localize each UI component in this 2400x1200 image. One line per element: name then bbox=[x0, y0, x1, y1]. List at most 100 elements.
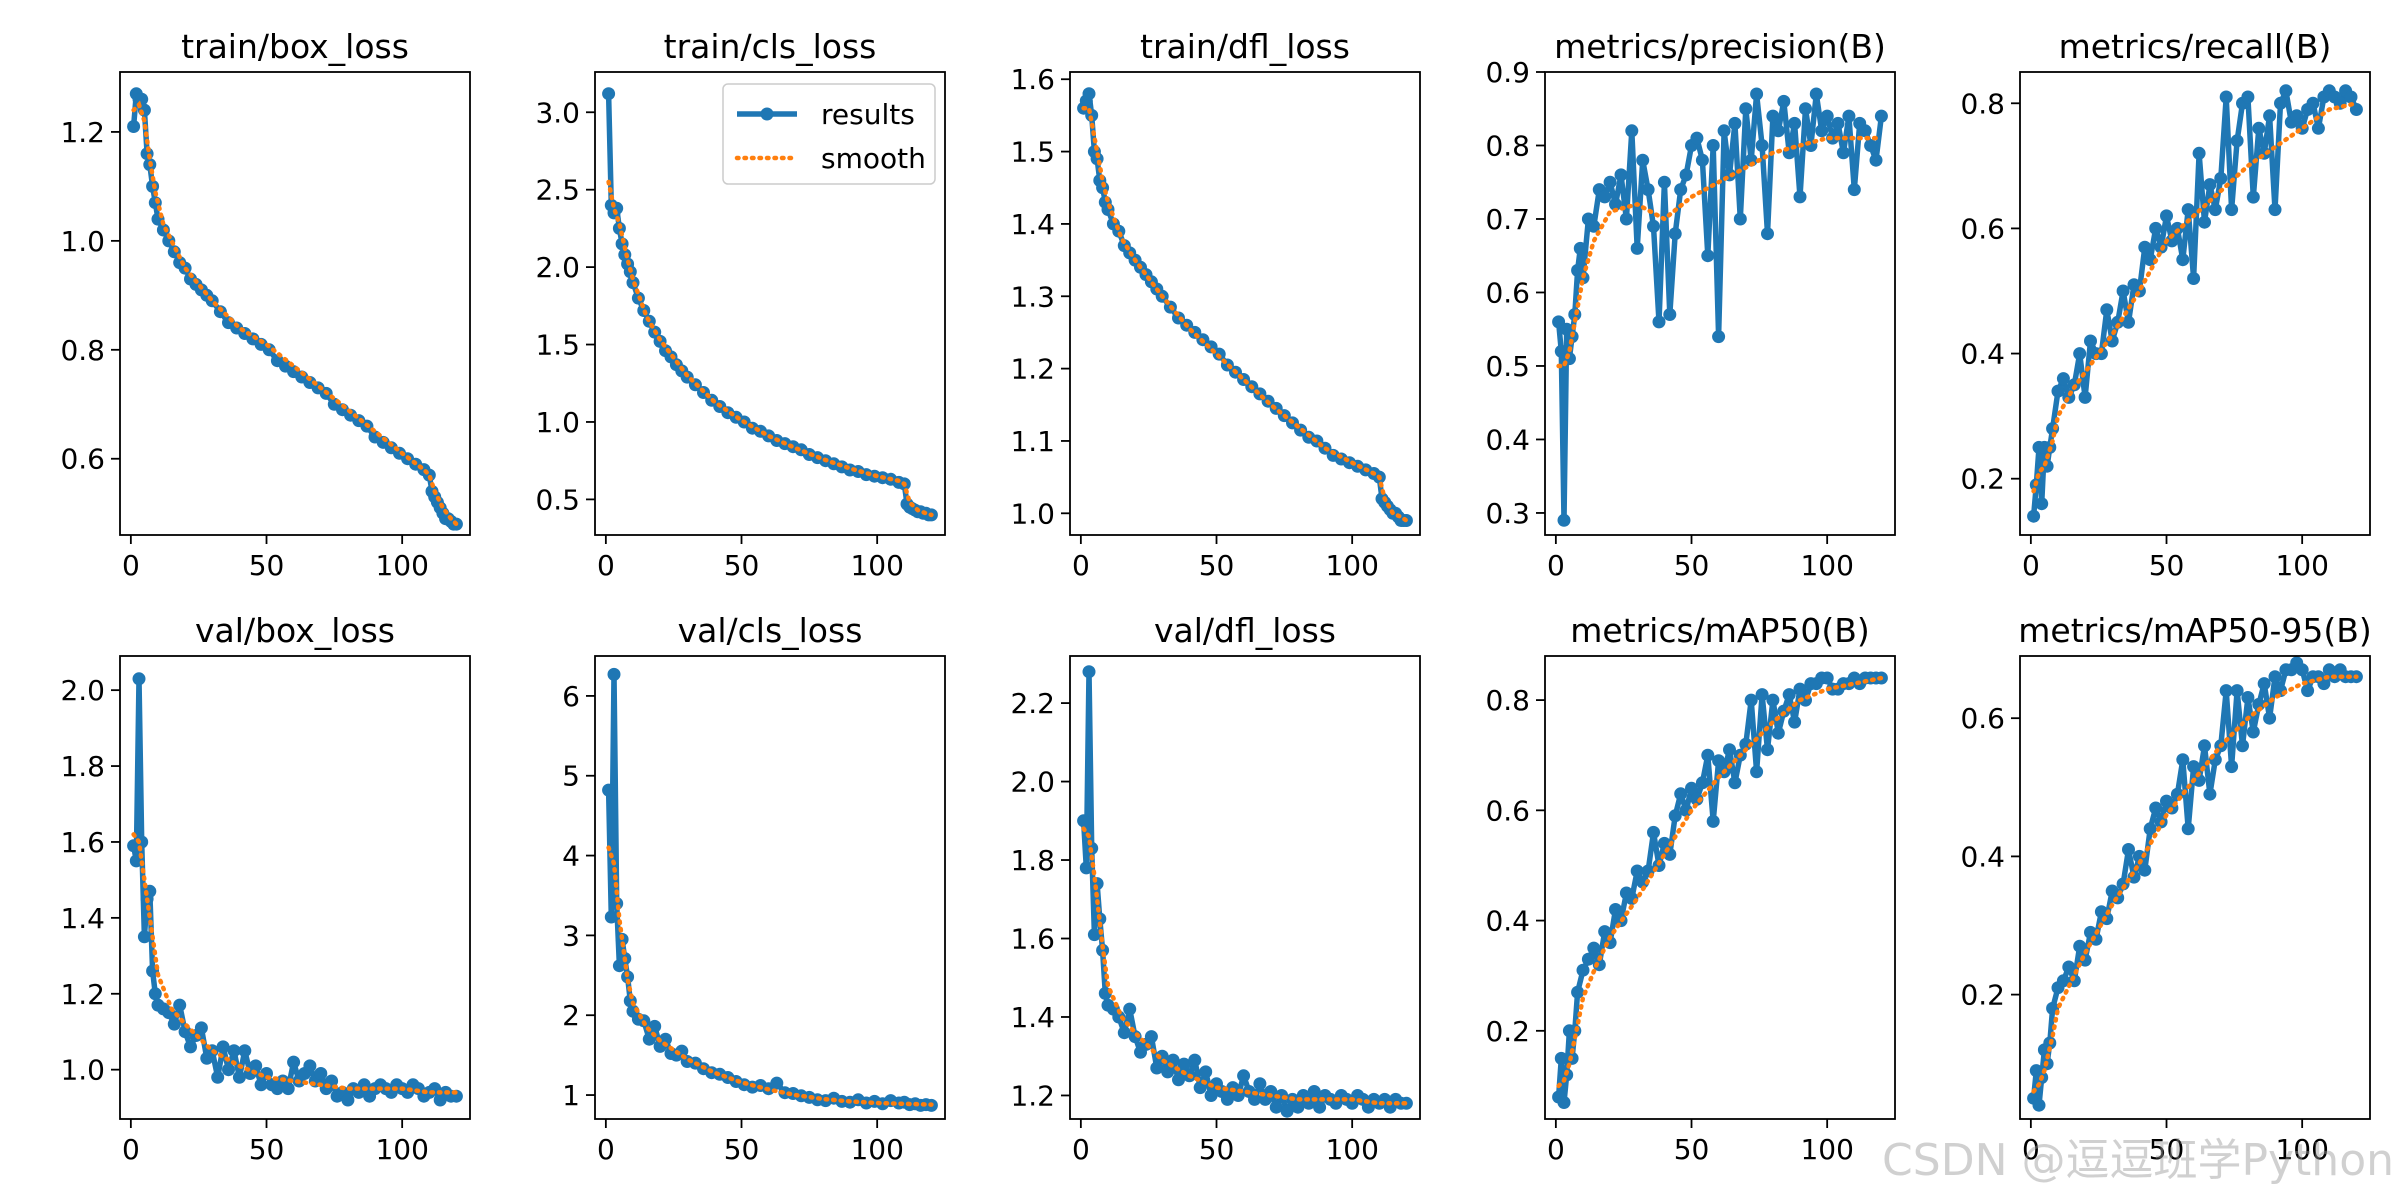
y-tick-label: 1.4 bbox=[60, 902, 105, 935]
data-point-results bbox=[2236, 739, 2249, 753]
data-point-results bbox=[1777, 94, 1791, 108]
data-point-results bbox=[1592, 958, 1606, 972]
data-point-results bbox=[1619, 212, 1633, 226]
data-point-results bbox=[1842, 109, 1856, 123]
data-point-results bbox=[227, 1044, 241, 1058]
data-point-results bbox=[1587, 219, 1601, 233]
data-point-results bbox=[2279, 84, 2293, 98]
y-tick-label: 0.8 bbox=[60, 334, 105, 367]
y-tick-label: 0.6 bbox=[1960, 212, 2005, 245]
x-tick-label: 0 bbox=[597, 1133, 615, 1166]
subplot-1: train/box_loss 0 50 100 0.6 0.8 1.0 1.2 bbox=[60, 27, 471, 582]
subplot-7: val/cls_loss 0 50 100 1 2 3 4 5 6 bbox=[562, 611, 946, 1166]
data-point-results bbox=[1712, 330, 1726, 344]
y-tick-label: 2.0 bbox=[1010, 766, 1055, 799]
x-tick-label: 0 bbox=[1547, 1133, 1565, 1166]
data-point-results bbox=[2241, 90, 2255, 104]
series-line-results bbox=[1555, 675, 1885, 1106]
data-point-results bbox=[173, 998, 187, 1012]
x-tick-label: 0 bbox=[597, 549, 615, 582]
data-point-results bbox=[1820, 109, 1834, 123]
data-point-results bbox=[2073, 347, 2087, 361]
data-point-results bbox=[2084, 334, 2097, 348]
data-point-results bbox=[1771, 726, 1785, 740]
data-point-results bbox=[2187, 272, 2201, 285]
x-tick-label: 0 bbox=[2022, 549, 2040, 582]
y-tick-label: 0.8 bbox=[1960, 87, 2005, 120]
data-point-results bbox=[1874, 109, 1888, 123]
data-point-results bbox=[1739, 102, 1753, 116]
y-tick-label: 1.1 bbox=[1010, 425, 1055, 458]
data-point-results bbox=[1647, 219, 1660, 233]
data-point-results bbox=[2274, 96, 2287, 110]
data-point-results bbox=[1864, 139, 1878, 152]
x-tick-label: 50 bbox=[249, 1133, 285, 1166]
data-point-results bbox=[2181, 822, 2195, 836]
data-point-results bbox=[1652, 315, 1666, 329]
legend: results smooth bbox=[722, 83, 936, 185]
data-point-results bbox=[1657, 175, 1671, 189]
data-point-results bbox=[1313, 1100, 1327, 1114]
data-point-results bbox=[1636, 153, 1650, 167]
data-point-results bbox=[2192, 773, 2206, 787]
data-point-results bbox=[1799, 102, 1812, 116]
data-point-results bbox=[1766, 693, 1780, 707]
data-point-results bbox=[249, 1059, 263, 1073]
data-point-results bbox=[1685, 781, 1698, 795]
data-point-results bbox=[1269, 1100, 1283, 1114]
subplot-title: metrics/precision(B) bbox=[1554, 27, 1886, 66]
data-point-results bbox=[1161, 1065, 1175, 1079]
x-tick-label: 100 bbox=[375, 1133, 428, 1166]
data-point-results bbox=[1668, 227, 1682, 241]
y-tick-label: 0.6 bbox=[60, 443, 105, 476]
series-line-smooth bbox=[606, 845, 934, 1107]
plot-area bbox=[2027, 656, 2363, 1112]
data-point-results bbox=[1728, 776, 1742, 790]
series-line-smooth bbox=[606, 179, 934, 518]
x-tick-label: 100 bbox=[1800, 549, 1853, 582]
data-point-results bbox=[2062, 960, 2076, 974]
data-point-results bbox=[238, 1044, 252, 1058]
data-point-results bbox=[1771, 124, 1785, 138]
x-tick-label: 0 bbox=[122, 1133, 140, 1166]
x-tick-label: 100 bbox=[850, 549, 903, 582]
data-point-results bbox=[2143, 822, 2157, 836]
y-tick-label: 0.6 bbox=[1485, 276, 1530, 309]
y-tick-label: 5 bbox=[562, 760, 580, 793]
data-point-results bbox=[2027, 509, 2041, 523]
data-point-results bbox=[232, 1070, 246, 1084]
plot-area bbox=[1077, 87, 1413, 527]
data-point-results bbox=[2268, 203, 2282, 217]
y-tick-label: 0.5 bbox=[1485, 350, 1530, 383]
axes-frame bbox=[1069, 71, 1421, 536]
data-point-results bbox=[2160, 209, 2173, 223]
y-tick-label: 0.4 bbox=[1960, 338, 2005, 371]
data-point-results bbox=[2056, 974, 2070, 988]
data-point-results bbox=[1695, 776, 1709, 790]
data-point-results bbox=[2073, 939, 2087, 953]
data-point-results bbox=[1609, 197, 1622, 211]
data-point-results bbox=[1690, 131, 1704, 145]
data-point-results bbox=[604, 910, 618, 924]
data-point-results bbox=[2138, 863, 2152, 877]
data-point-results bbox=[2078, 390, 2092, 404]
y-tick-label: 0.6 bbox=[1485, 794, 1530, 827]
data-point-results bbox=[2176, 253, 2190, 267]
plot-area bbox=[602, 87, 938, 522]
data-point-results bbox=[2295, 663, 2309, 677]
data-point-results bbox=[1573, 241, 1587, 255]
series-line-results bbox=[1080, 668, 1410, 1114]
data-point-results bbox=[2263, 711, 2277, 725]
data-point-results bbox=[1587, 941, 1601, 955]
data-point-results bbox=[2219, 90, 2233, 104]
axes-frame bbox=[594, 71, 946, 536]
axes-frame bbox=[594, 655, 946, 1120]
data-point-results bbox=[1858, 124, 1872, 138]
series-line-results bbox=[2030, 660, 2360, 1108]
data-point-results bbox=[1695, 153, 1709, 167]
x-tick-label: 50 bbox=[1199, 1133, 1235, 1166]
data-point-results bbox=[1253, 1077, 1267, 1091]
series-line-smooth bbox=[1556, 675, 1884, 1089]
plot-area bbox=[127, 87, 463, 531]
data-point-results bbox=[2290, 109, 2304, 123]
